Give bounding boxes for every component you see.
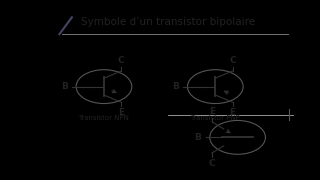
Text: B: B: [195, 133, 201, 142]
Text: Symbole d’un transistor bipolaire: Symbole d’un transistor bipolaire: [81, 17, 255, 27]
Text: E: E: [229, 108, 236, 117]
Text: B: B: [172, 82, 179, 91]
Text: Transistor PNP: Transistor PNP: [190, 114, 240, 121]
Text: Transistor NPN: Transistor NPN: [78, 114, 129, 121]
Text: C: C: [209, 159, 215, 168]
Text: C: C: [229, 56, 236, 65]
Text: E: E: [209, 107, 215, 116]
Text: B: B: [61, 82, 68, 91]
Text: C: C: [118, 56, 124, 65]
Text: E: E: [118, 108, 124, 117]
